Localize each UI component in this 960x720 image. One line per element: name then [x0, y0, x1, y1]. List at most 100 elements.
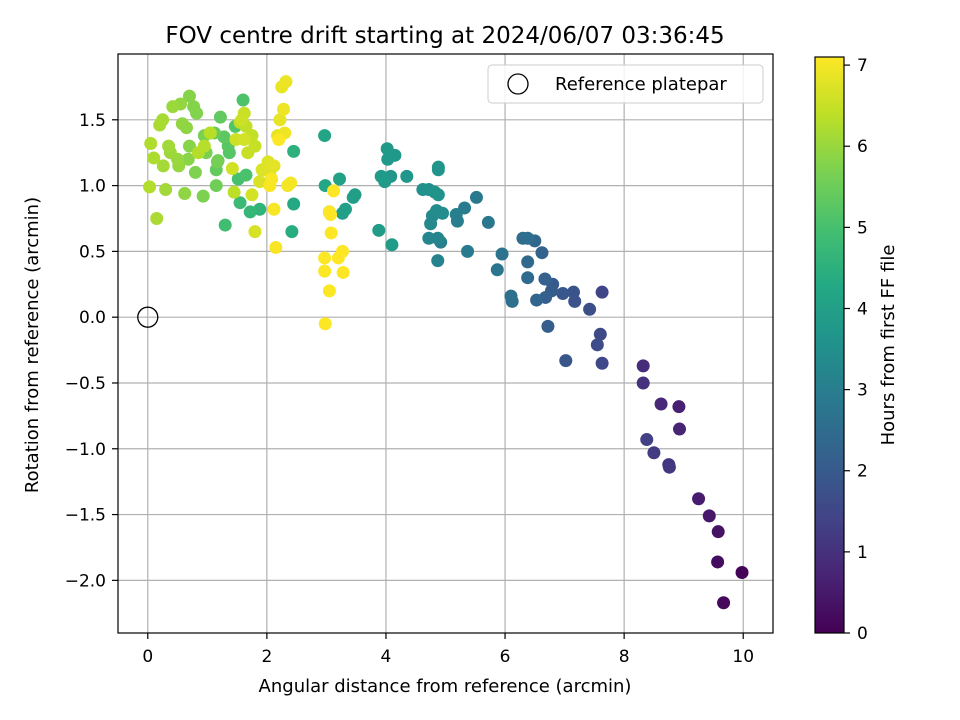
x-tick-label: 0	[142, 647, 153, 667]
data-point	[583, 302, 597, 316]
data-point	[284, 176, 298, 190]
data-point	[595, 285, 609, 299]
colorbar-tick-label: 2	[857, 462, 868, 482]
chart-title: FOV centre drift starting at 2024/06/07 …	[165, 23, 724, 49]
data-point	[535, 246, 549, 260]
colorbar-tick-label: 0	[857, 624, 868, 644]
x-tick-label: 8	[619, 647, 630, 667]
data-point	[235, 113, 249, 127]
data-point	[243, 205, 257, 219]
data-point	[273, 113, 287, 127]
data-point	[567, 285, 581, 299]
data-point	[182, 89, 196, 103]
data-point	[436, 206, 450, 220]
data-point	[324, 208, 338, 222]
data-point	[505, 294, 519, 308]
y-axis-label: Rotation from reference (arcmin)	[22, 197, 43, 493]
data-point	[150, 211, 164, 225]
plot-frame	[117, 53, 774, 634]
reference-platepar-point	[137, 306, 159, 328]
data-point	[461, 244, 475, 258]
data-point	[336, 265, 350, 279]
data-point	[490, 263, 504, 277]
data-point	[428, 185, 442, 199]
data-point	[144, 136, 158, 150]
data-point	[372, 223, 386, 237]
data-point	[209, 179, 223, 193]
data-point	[541, 319, 555, 333]
data-point	[239, 168, 253, 182]
y-tick-label: 0.0	[79, 308, 106, 328]
data-point	[647, 446, 661, 460]
data-point	[318, 129, 332, 143]
colorbar: 0 1 2 3 4 5 6 7 Hours from first FF file	[814, 56, 899, 644]
data-point	[335, 206, 349, 220]
data-point	[147, 151, 161, 165]
data-point	[279, 75, 293, 89]
data-point	[422, 231, 436, 245]
data-point	[227, 185, 241, 199]
data-point	[662, 460, 676, 474]
data-point	[248, 225, 262, 239]
data-point	[318, 317, 332, 331]
data-point	[277, 102, 291, 116]
data-points	[143, 75, 749, 610]
y-tick-label: −1.0	[65, 440, 106, 460]
data-point	[241, 146, 255, 160]
data-point	[253, 175, 267, 189]
data-point	[327, 184, 341, 198]
data-point	[711, 555, 725, 569]
legend-marker-reference	[507, 73, 529, 95]
data-point	[218, 218, 232, 232]
data-point	[495, 247, 509, 261]
data-point	[245, 188, 259, 202]
data-point	[717, 596, 731, 610]
data-point	[181, 152, 195, 166]
legend-box	[487, 64, 764, 104]
data-point	[538, 272, 552, 286]
data-point	[162, 139, 176, 153]
data-point	[322, 284, 336, 298]
data-point	[521, 231, 535, 245]
x-tick-label: 6	[500, 647, 511, 667]
data-point	[153, 118, 167, 132]
data-point	[182, 139, 196, 153]
data-point	[374, 169, 388, 183]
data-point	[156, 159, 170, 173]
data-point	[400, 169, 414, 183]
legend: Reference platepar	[487, 64, 764, 104]
data-point	[324, 226, 338, 240]
data-point	[210, 155, 224, 169]
data-point	[590, 338, 604, 352]
data-point	[333, 172, 347, 186]
data-point	[521, 255, 535, 269]
data-point	[654, 397, 668, 411]
data-point	[431, 231, 445, 245]
data-point	[318, 264, 332, 278]
data-point	[672, 400, 686, 414]
data-point	[285, 225, 299, 239]
y-tick-label: −2.0	[65, 571, 106, 591]
data-point	[673, 422, 687, 436]
data-point	[318, 251, 332, 265]
y-tick-label: −1.5	[65, 506, 106, 526]
colorbar-label: Hours from first FF file	[878, 245, 899, 446]
data-point	[469, 190, 483, 204]
data-point	[636, 359, 650, 373]
data-point	[711, 525, 725, 539]
data-point	[272, 133, 286, 147]
x-tick-label: 2	[261, 647, 272, 667]
colorbar-gradient	[815, 57, 844, 633]
colorbar-tick-label: 5	[857, 218, 868, 238]
data-point	[530, 293, 544, 307]
data-point	[197, 139, 211, 153]
colorbar-tick-label: 7	[857, 56, 868, 76]
data-point	[346, 190, 360, 204]
colorbar-tick-label: 3	[857, 381, 868, 401]
data-point	[593, 327, 607, 341]
data-point	[521, 271, 535, 285]
data-point	[385, 238, 399, 252]
data-point	[287, 197, 301, 211]
colorbar-tick-label: 4	[857, 299, 868, 319]
